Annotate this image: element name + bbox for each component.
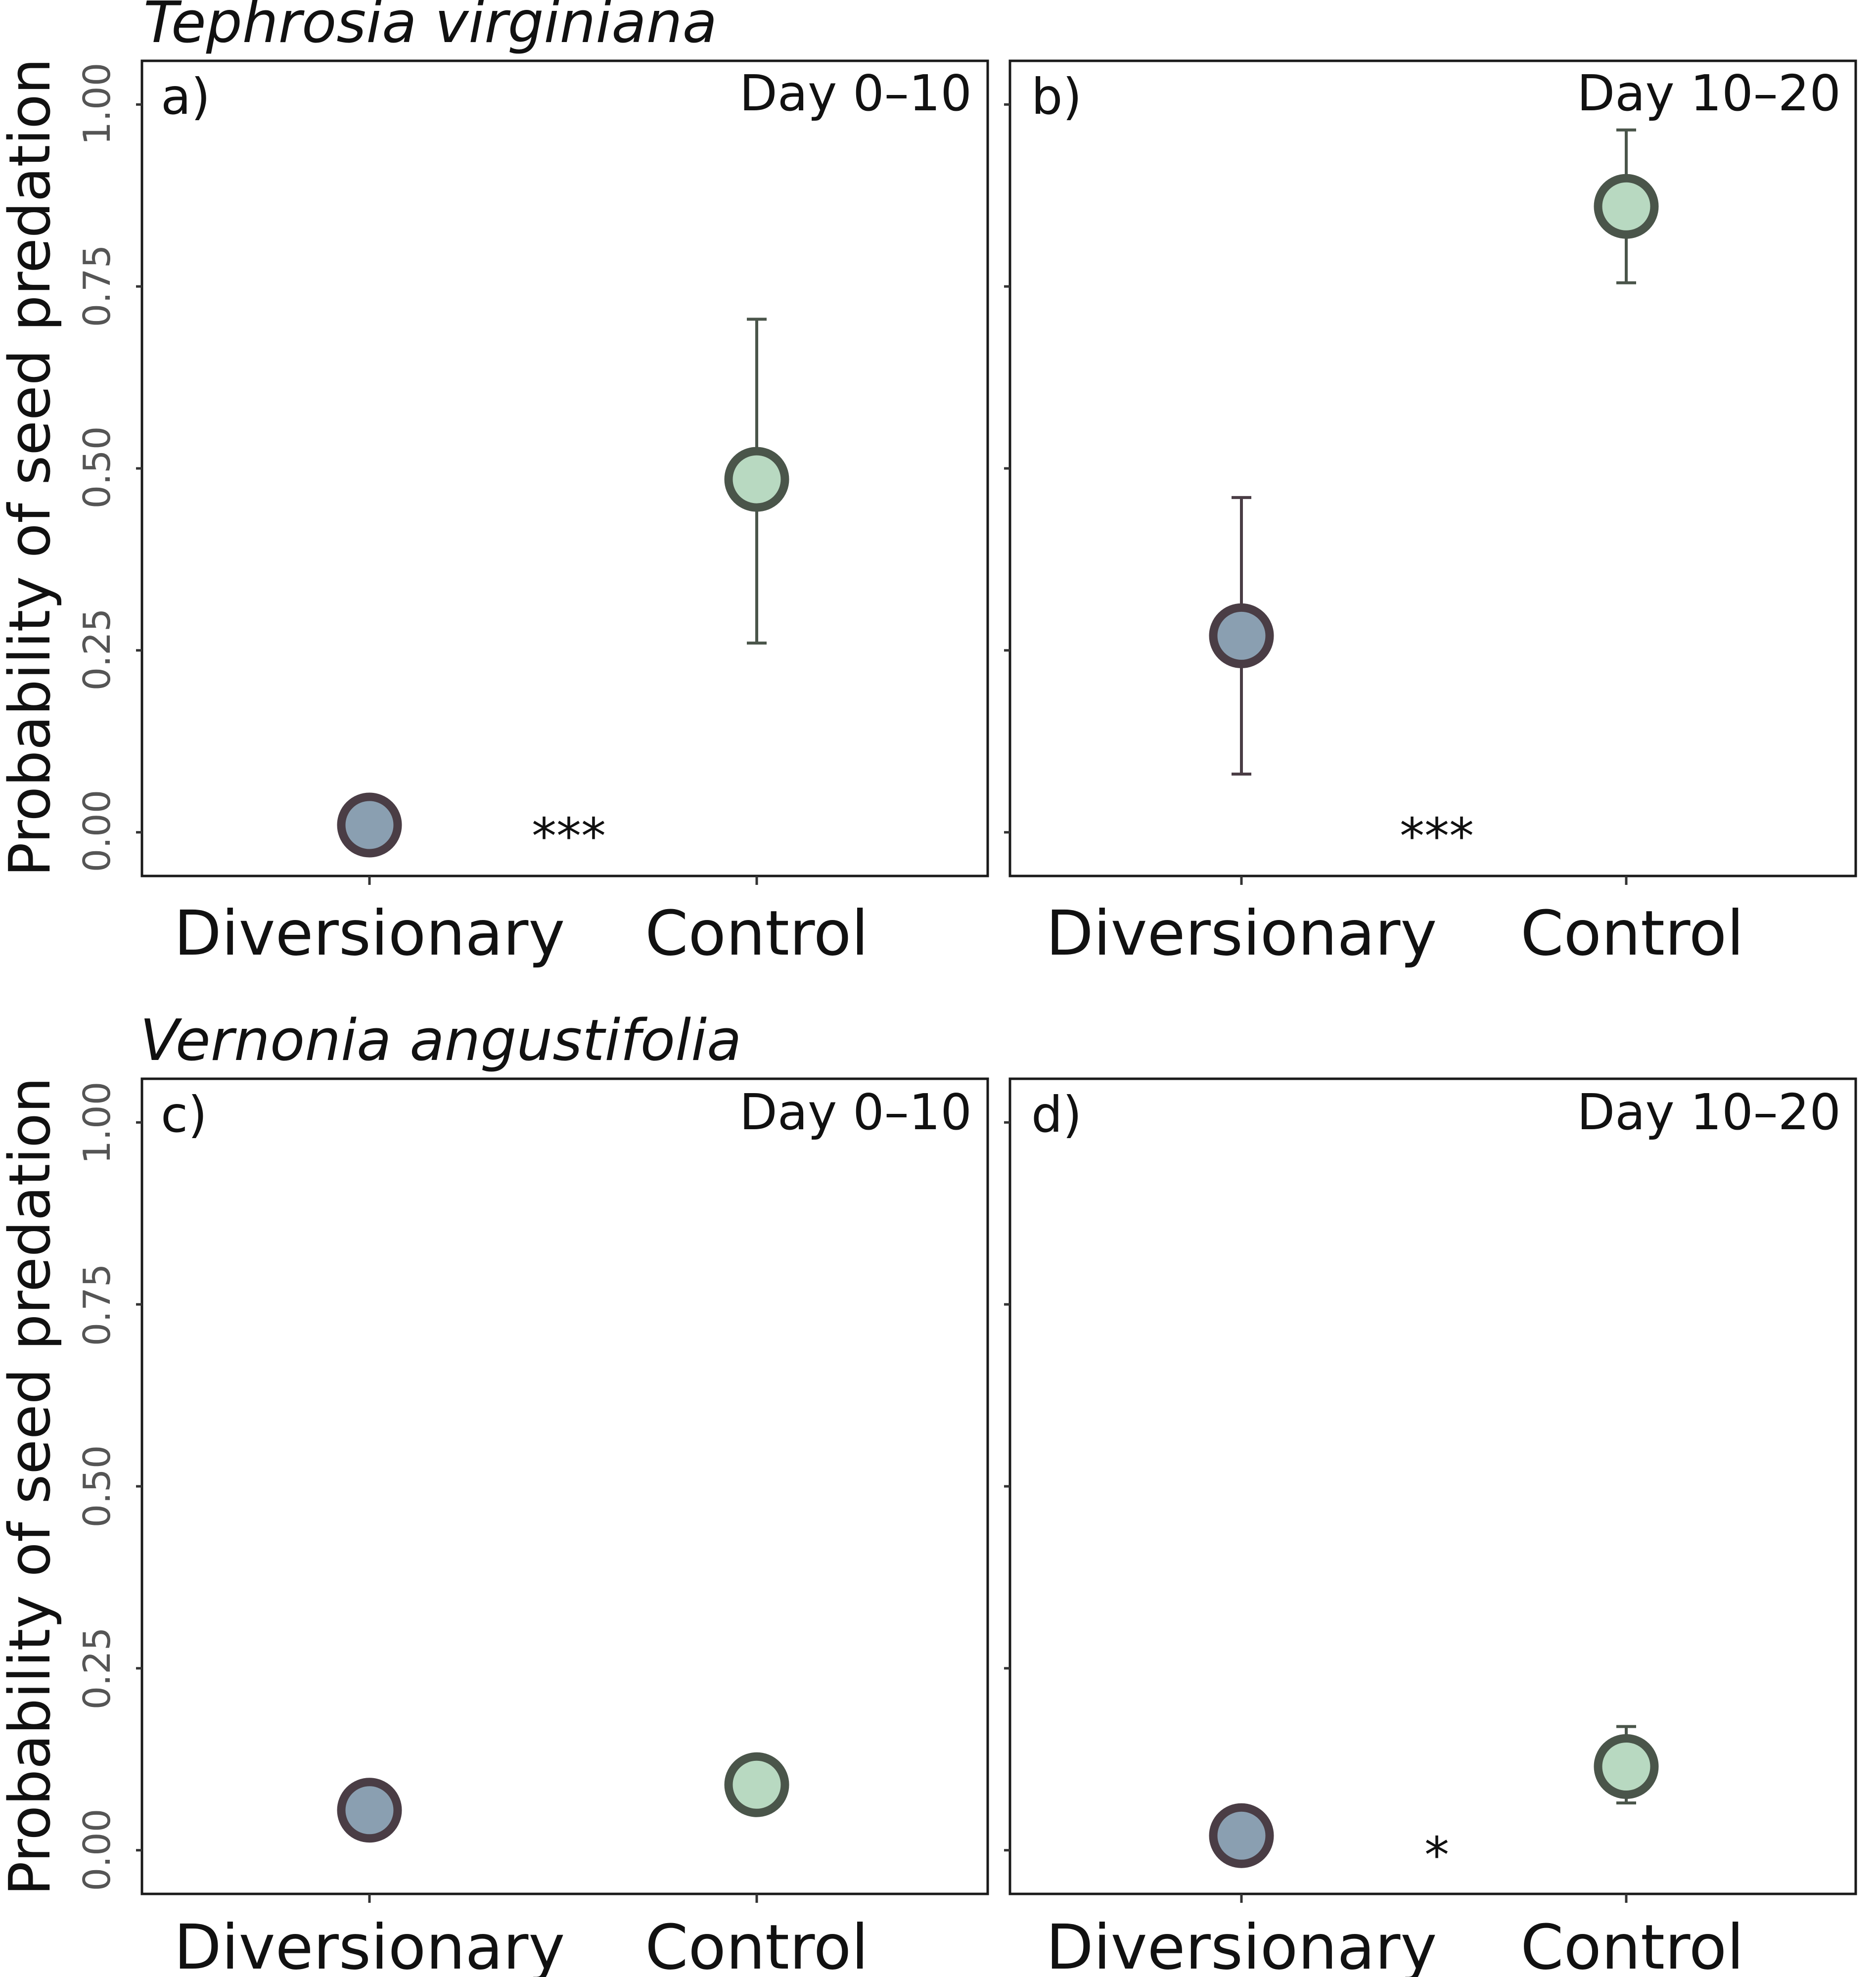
panel-c-ytick-label: 0.25 [75, 1627, 119, 1710]
panel-c-frame [140, 1077, 989, 1895]
panel-c-category-label-control: Control [645, 1912, 869, 1977]
panel-c-ytick-label: 0.50 [75, 1445, 119, 1528]
panel-d-significance: * [1424, 1826, 1449, 1884]
panel-b-frame [1008, 59, 1857, 877]
panel-b-label: b) [1031, 68, 1082, 126]
panel-c-point-diversionary [337, 1778, 402, 1843]
panel-b-significance: *** [1400, 807, 1474, 865]
panel-d: d) Day 10–20 * Diversionary Control [1004, 1077, 1857, 1977]
panel-b-point-diversionary [1209, 603, 1274, 668]
species-title-top: Tephrosia virginiana [143, 0, 717, 56]
panel-a-category-label-control: Control [645, 898, 869, 969]
species-title-bottom: Vernonia angustifolia [140, 1008, 741, 1074]
panel-a: a) Day 0–10 *** Diversionary Control 0.0… [75, 59, 989, 969]
panel-c-ytick-label: 0.75 [75, 1264, 119, 1346]
panel-c-ytick-label: 0.00 [75, 1809, 119, 1891]
panel-c-point-control [724, 1752, 789, 1817]
panel-b-category-label-diversionary: Diversionary [1046, 898, 1437, 969]
panel-b-period: Day 10–20 [1577, 64, 1841, 122]
panel-a-significance: *** [532, 807, 606, 865]
panel-a-frame [140, 59, 989, 877]
panel-c-label: c) [161, 1086, 207, 1144]
panel-a-point-diversionary [337, 792, 402, 858]
panel-d-label: d) [1031, 1086, 1082, 1144]
panel-a-category-label-diversionary: Diversionary [174, 898, 565, 969]
panel-d-point-diversionary [1209, 1803, 1274, 1868]
panel-c-ytick-label: 1.00 [75, 1082, 119, 1164]
panel-a-ytick-label: 0.50 [75, 426, 119, 509]
panel-a-ytick-label: 1.00 [75, 63, 119, 145]
panel-a-label: a) [161, 68, 210, 126]
panel-b: b) Day 10–20 *** Diversionary Control [1004, 59, 1857, 969]
y-axis-title-bottom: Probability of seed predation [0, 1077, 63, 1895]
panel-d-period: Day 10–20 [1577, 1083, 1841, 1141]
panel-d-category-label-control: Control [1520, 1912, 1744, 1977]
y-axis-title-top: Probability of seed predation [0, 58, 63, 876]
panel-c-category-label-diversionary: Diversionary [174, 1912, 565, 1977]
panel-d-frame [1008, 1077, 1857, 1895]
panel-c-period: Day 0–10 [739, 1083, 972, 1141]
panel-b-category-label-control: Control [1520, 898, 1744, 969]
panel-b-point-control [1594, 174, 1659, 239]
panel-a-period: Day 0–10 [739, 64, 972, 122]
panel-d-point-control [1594, 1734, 1659, 1799]
panel-a-point-control [724, 447, 789, 512]
panel-d-category-label-diversionary: Diversionary [1046, 1912, 1437, 1977]
panel-a-ytick-label: 0.25 [75, 608, 119, 691]
panel-c: c) Day 0–10 Diversionary Control 0.00 0.… [75, 1077, 989, 1977]
panel-a-ytick-label: 0.75 [75, 245, 119, 327]
panel-a-ytick-label: 0.00 [75, 790, 119, 873]
